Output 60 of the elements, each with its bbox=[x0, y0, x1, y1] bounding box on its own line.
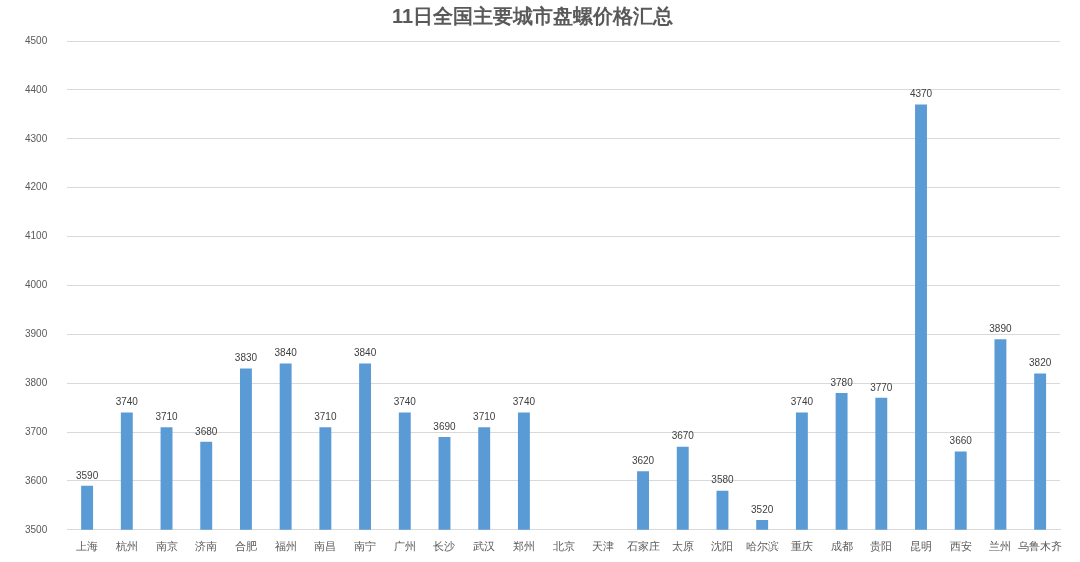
x-tick-label: 昆明 bbox=[910, 540, 933, 553]
x-tick-label: 南昌 bbox=[314, 540, 337, 553]
x-tick-label: 南宁 bbox=[354, 540, 377, 553]
x-tick-label: 石家庄 bbox=[626, 540, 660, 553]
chart-title: 11日全国主要城市盘螺价格汇总 bbox=[391, 4, 674, 27]
y-tick-label: 4300 bbox=[25, 132, 48, 144]
x-tick-label: 哈尔滨 bbox=[745, 540, 779, 553]
y-tick-label: 4100 bbox=[25, 230, 48, 242]
data-label: 3620 bbox=[631, 454, 655, 466]
data-label: 3710 bbox=[473, 410, 496, 422]
x-tick-label: 成都 bbox=[830, 540, 853, 553]
data-label: 3740 bbox=[790, 396, 814, 408]
x-tick-label: 乌鲁木齐 bbox=[1018, 540, 1063, 553]
data-label: 3680 bbox=[195, 425, 218, 437]
x-tick-label: 南京 bbox=[155, 540, 178, 553]
data-label: 3690 bbox=[433, 420, 457, 432]
x-tick-label: 贵阳 bbox=[870, 540, 893, 553]
data-label: 3710 bbox=[155, 410, 179, 422]
data-label: 3520 bbox=[751, 503, 774, 515]
x-tick-label: 武汉 bbox=[473, 540, 496, 553]
data-label: 3660 bbox=[949, 435, 973, 447]
data-label: 3830 bbox=[234, 352, 258, 364]
data-label: 3740 bbox=[512, 396, 536, 408]
x-tick-label: 合肥 bbox=[234, 540, 257, 553]
y-tick-label: 3500 bbox=[25, 523, 48, 535]
x-tick-label: 天津 bbox=[592, 540, 615, 553]
x-tick-label: 长沙 bbox=[433, 540, 456, 553]
x-tick-label: 太原 bbox=[671, 540, 694, 553]
data-label: 3780 bbox=[830, 376, 854, 388]
data-label: 3740 bbox=[393, 396, 417, 408]
x-tick-label: 重庆 bbox=[790, 540, 813, 553]
y-tick-label: 4400 bbox=[25, 83, 48, 95]
data-label: 3890 bbox=[989, 322, 1012, 334]
data-label: 3840 bbox=[274, 347, 298, 359]
data-label: 3740 bbox=[115, 396, 139, 408]
x-tick-label: 郑州 bbox=[512, 540, 535, 553]
data-label: 3840 bbox=[353, 347, 377, 359]
y-tick-label: 4500 bbox=[25, 34, 48, 46]
data-label: 3580 bbox=[711, 474, 735, 486]
x-tick-label: 沈阳 bbox=[711, 540, 734, 553]
data-label: 4370 bbox=[909, 88, 933, 100]
data-label: 3820 bbox=[1029, 357, 1052, 369]
x-tick-label: 西安 bbox=[949, 540, 972, 553]
y-tick-label: 3600 bbox=[25, 474, 48, 486]
y-tick-label: 3900 bbox=[25, 328, 48, 340]
x-tick-label: 福州 bbox=[274, 540, 297, 553]
x-tick-label: 杭州 bbox=[114, 540, 138, 553]
data-label: 3670 bbox=[671, 430, 695, 442]
x-tick-label: 兰州 bbox=[989, 540, 1012, 553]
data-label: 3590 bbox=[75, 469, 99, 481]
y-tick-label: 4200 bbox=[25, 181, 48, 193]
data-label: 3770 bbox=[870, 381, 893, 393]
x-tick-label: 北京 bbox=[552, 540, 575, 553]
x-tick-label: 广州 bbox=[393, 540, 416, 553]
x-tick-label: 济南 bbox=[195, 540, 218, 553]
y-tick-label: 3700 bbox=[25, 425, 48, 437]
y-tick-label: 4000 bbox=[25, 279, 48, 291]
x-tick-label: 上海 bbox=[76, 540, 99, 553]
y-tick-label: 3800 bbox=[25, 376, 48, 388]
data-label: 3710 bbox=[314, 410, 337, 422]
